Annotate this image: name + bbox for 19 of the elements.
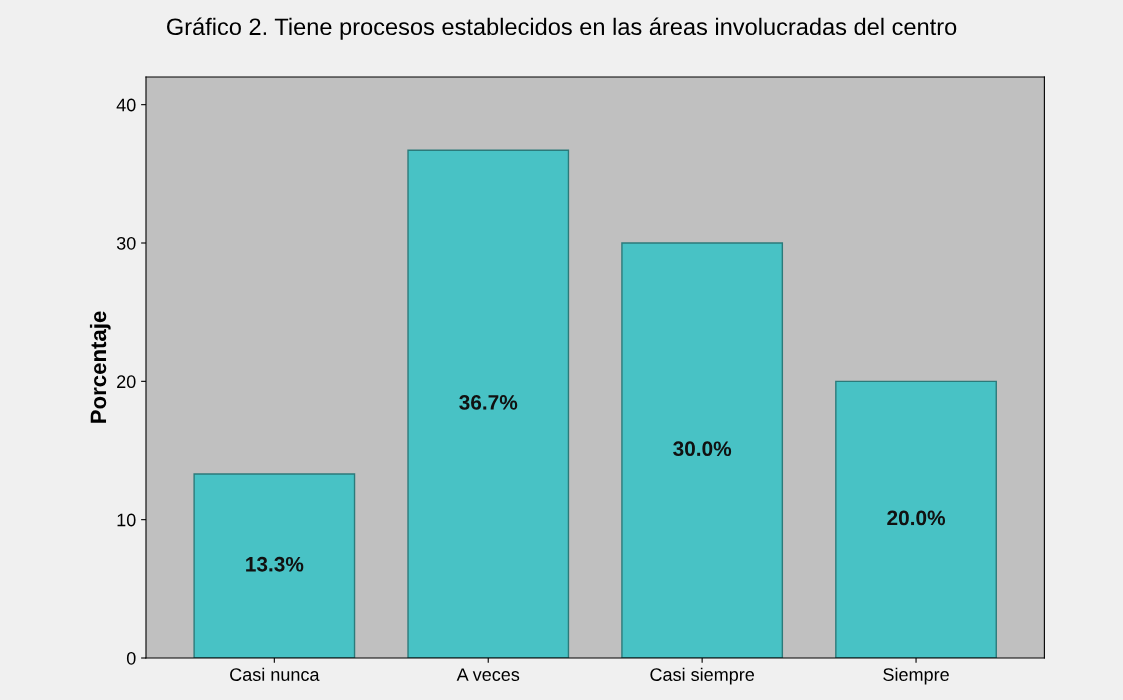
chart-title: Gráfico 2. Tiene procesos establecidos en las áreas involucradas del centro (167, 17, 957, 40)
y-axis-title: Porcentaje (89, 311, 111, 423)
data-label: 30.0% (673, 441, 732, 457)
x-tick-label: Casi nunca (230, 667, 320, 681)
y-tick-label: 10 (117, 513, 136, 527)
data-label: 20.0% (887, 510, 946, 526)
bar (407, 149, 570, 658)
data-label: 13.3% (246, 556, 304, 572)
x-tick-label: Casi siempre (650, 667, 755, 685)
data-label: 36.7% (459, 395, 518, 410)
y-tick-label: 30 (116, 236, 136, 250)
x-tick-label: Siempre (883, 667, 949, 685)
y-tick-label: 0 (126, 651, 136, 665)
bar (621, 242, 784, 658)
bar (835, 380, 997, 658)
y-tick-label: 40 (116, 98, 136, 112)
y-tick-label: 20 (117, 375, 136, 389)
bar (193, 473, 356, 658)
x-tick-label: A veces (456, 668, 520, 681)
